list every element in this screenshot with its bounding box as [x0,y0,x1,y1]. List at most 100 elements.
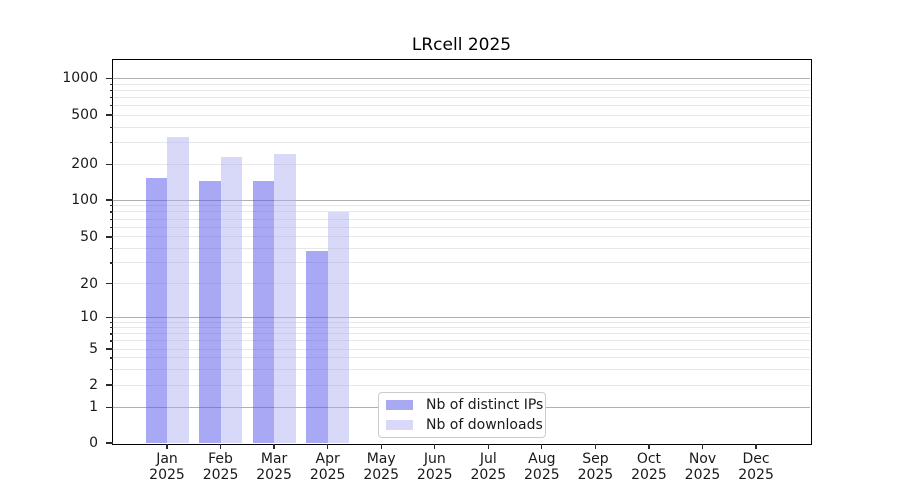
y-axis-minor-tick [109,247,113,250]
y-axis-major-tick [105,199,113,201]
y-tick-label: 500 [71,106,98,123]
x-tick-label-year: 2025 [738,467,774,483]
x-tick-label-year: 2025 [577,467,614,483]
x-axis-tick [648,444,650,449]
bar-downloads-apr [327,211,350,443]
x-tick-label-year: 2025 [684,467,721,483]
minor-gridline [113,205,810,207]
x-tick-label-nov: Nov 2025 [673,451,733,483]
y-axis-minor-tick [109,368,113,370]
x-tick-label-month: Mar [260,451,288,467]
x-tick-label-month: Apr [315,451,340,467]
y-tick-label: 50 [80,228,98,245]
y-axis-minor-tick [109,226,113,229]
x-tick-label-mar: Mar 2025 [244,451,304,483]
major-gridline [113,78,810,79]
x-axis-tick [273,444,275,449]
legend-item-downloads: Nb of downloads [379,417,545,433]
y-tick-label: 1 [89,399,98,416]
x-tick-label-month: Jan [156,451,178,467]
x-axis-tick [166,444,168,449]
y-axis-major-tick [105,114,113,116]
y-tick-label: 0 [89,435,98,451]
y-axis-major-tick [105,442,113,444]
minor-gridline [113,226,810,228]
minor-gridline [113,96,810,98]
x-tick-label-month: Aug [528,451,556,467]
y-axis-major-tick [105,384,113,386]
x-tick-label-sep: Sep 2025 [565,451,625,483]
chart-title: LRcell 2025 [411,35,512,55]
y-axis-minor-tick [109,96,113,99]
x-tick-label-year: 2025 [363,467,399,483]
x-tick-label-year: 2025 [631,467,667,483]
minor-gridline [113,333,810,335]
plot-area [113,60,810,443]
major-gridline [113,317,810,318]
bar-downloads-mar [274,153,296,443]
y-axis-minor-tick [109,321,113,324]
x-axis-tick [701,444,704,449]
y-tick-label: 1000 [62,70,98,87]
y-axis-minor-tick [109,357,113,359]
minor-gridline [113,283,810,285]
minor-gridline [113,348,810,350]
x-tick-label-year: 2025 [416,467,453,483]
x-tick-label-oct: Oct 2025 [619,451,679,483]
legend-swatch-downloads-icon [386,420,413,430]
y-axis-minor-tick [109,327,113,329]
x-tick-label-aug: Aug 2025 [512,451,572,483]
minor-gridline [113,89,810,91]
minor-gridline [113,384,810,386]
x-tick-label-month: Oct [636,451,662,467]
x-axis-tick [434,444,436,449]
y-tick-label: 200 [71,156,98,173]
x-tick-label-month: Jul [479,451,497,467]
y-axis-major-tick [105,236,113,238]
x-axis-tick [380,444,382,449]
minor-gridline [113,114,810,116]
y-axis-minor-tick [109,83,113,85]
minor-gridline [113,142,810,144]
y-axis-major-tick [105,316,113,319]
x-tick-label-year: 2025 [470,467,507,483]
x-tick-label-feb: Feb 2025 [191,451,251,483]
y-tick-label: 5 [89,341,98,357]
y-axis-major-tick [105,77,113,80]
bar-distinct-ips-apr [306,250,328,443]
minor-gridline [113,321,810,323]
y-axis-minor-tick [109,205,113,207]
y-axis-minor-tick [109,340,113,342]
y-axis-minor-tick [109,126,113,128]
minor-gridline [113,236,810,238]
x-tick-label-year: 2025 [309,467,346,483]
x-tick-label-month: Dec [742,451,770,467]
y-axis-major-tick [105,163,113,166]
bar-distinct-ips-mar [252,180,275,443]
bar-downloads-jan [167,137,189,443]
x-tick-label-year: 2025 [149,467,185,483]
minor-gridline [113,340,810,342]
x-tick-label-year: 2025 [202,467,239,483]
legend-swatch-distinct-ips-icon [386,400,413,410]
y-axis-major-tick [105,348,113,350]
major-gridline [113,199,810,201]
x-tick-label-month: Jun [423,451,446,467]
minor-gridline [113,357,810,359]
minor-gridline [113,83,810,85]
bar-downloads-feb [220,157,243,443]
x-axis-tick [219,444,222,449]
y-tick-label: 10 [80,309,98,326]
x-tick-label-month: Feb [208,451,233,467]
y-axis-minor-tick [109,333,113,335]
minor-gridline [113,218,810,220]
x-tick-label-month: Sep [582,451,609,467]
y-tick-label: 2 [89,377,98,393]
y-axis-minor-tick [109,142,113,144]
legend-label-distinct-ips: Nb of distinct IPs [426,397,544,413]
x-tick-label-month: May [366,451,396,467]
minor-gridline [113,211,810,213]
legend-item-distinct-ips: Nb of distinct IPs [379,397,545,413]
minor-gridline [113,163,810,165]
